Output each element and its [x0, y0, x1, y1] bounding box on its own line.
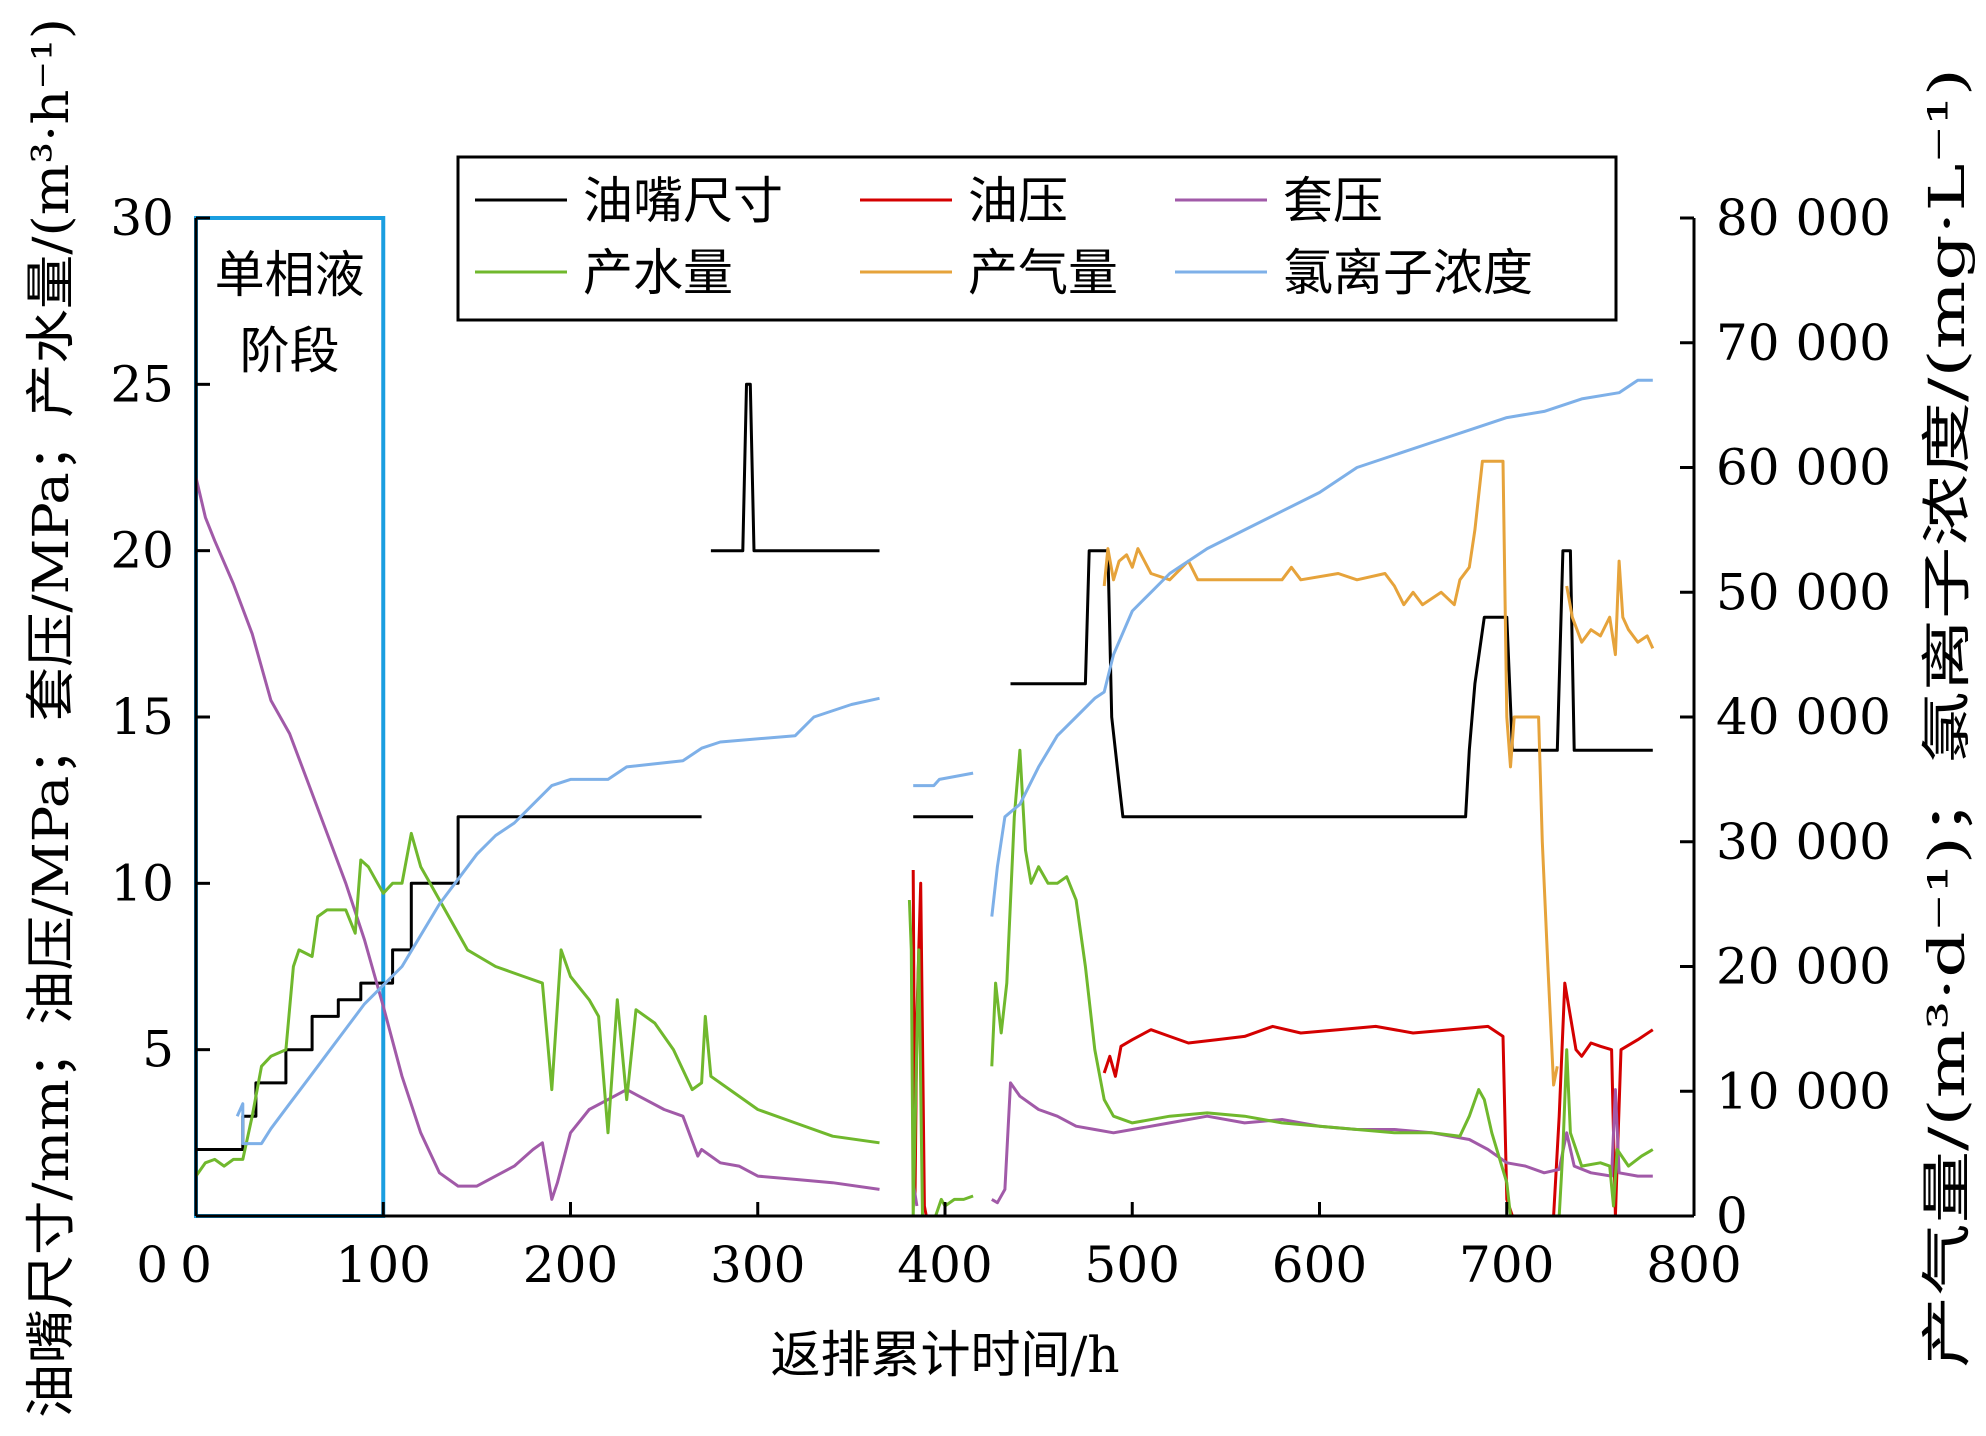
right-y-axis-ticks: 0 10 000 20 000 30 000 40 000 50 000 60 000 70 …: [1680, 189, 1891, 1245]
right-y-tick-label: 80 000: [1716, 189, 1891, 247]
right-y-tick-label: 10 000: [1716, 1062, 1891, 1120]
x-axis-ticks: 0 100 200 300 400 500 600 700 800: [180, 1202, 1742, 1294]
origin-zero-label: 0: [136, 1236, 168, 1294]
series-6-segment-3: [990, 378, 1653, 917]
x-tick-label: 600: [1272, 1236, 1367, 1294]
series-3-segment-1: [194, 477, 880, 1201]
left-y-tick-label: 10: [110, 854, 174, 912]
x-tick-label: 200: [523, 1236, 618, 1294]
left-y-axis-title: 油嘴尺寸/mm；油压/MPa；套压/MPa；产水量/(m³·h⁻¹): [22, 18, 80, 1418]
left-y-tick-label: 5: [142, 1021, 174, 1079]
legend-label: 套压: [1283, 172, 1383, 230]
x-tick-label: 0: [180, 1236, 212, 1294]
x-tick-label: 700: [1459, 1236, 1554, 1294]
legend-item: 氯离子浓度: [1175, 244, 1533, 302]
x-tick-label: 500: [1085, 1236, 1180, 1294]
series-1: [196, 382, 1653, 1151]
right-y-tick-label: 20 000: [1716, 938, 1891, 996]
legend-label: 油压: [968, 172, 1068, 230]
series-3-segment-3: [991, 1081, 1653, 1205]
legend-label: 产气量: [968, 244, 1118, 302]
axes: [194, 218, 1696, 1218]
right-y-tick-label: 50 000: [1716, 563, 1891, 621]
legend-item: 产气量: [860, 244, 1118, 302]
series-1-segment-4: [1010, 549, 1653, 819]
stage-label-line1: 单相液: [215, 246, 365, 304]
legend-label: 氯离子浓度: [1283, 244, 1533, 302]
left-y-tick-label: 30: [110, 189, 174, 247]
legend-item: 套压: [1175, 172, 1383, 230]
x-tick-label: 300: [710, 1236, 805, 1294]
left-y-axis-ticks: 0 5 10 15 20 25 30: [110, 189, 210, 1294]
series-5-segment-2: [1565, 559, 1655, 657]
legend-item: 产水量: [475, 244, 733, 302]
right-y-axis-title: 产气量/(m³·d⁻¹)；氯离子浓度/(mg·L⁻¹): [1918, 68, 1976, 1368]
single-phase-liquid-stage-box: 单相液 阶段: [194, 216, 386, 1218]
series-5-segment-1: [1102, 459, 1559, 1087]
left-y-tick-label: 25: [110, 355, 174, 413]
x-axis-title: 返排累计时间/h: [770, 1326, 1119, 1384]
series-4-segment-3: [990, 748, 1654, 1218]
series-6-segment-1: [235, 696, 880, 1146]
legend-item: 油嘴尺寸: [475, 172, 783, 230]
series-6-segment-2: [913, 771, 974, 788]
stage-label-line2: 阶段: [240, 322, 340, 380]
series-6: [235, 378, 1653, 1146]
series-layer: [194, 378, 1655, 1218]
x-tick-label: 400: [897, 1236, 992, 1294]
right-y-tick-label: 60 000: [1716, 439, 1891, 497]
series-1-segment-2: [710, 382, 880, 553]
left-y-tick-label: 15: [110, 688, 174, 746]
left-y-tick-label: 20: [110, 522, 174, 580]
right-y-tick-label: 0: [1716, 1187, 1748, 1245]
x-tick-label: 100: [336, 1236, 431, 1294]
legend-frame: [456, 155, 1618, 322]
right-y-tick-label: 70 000: [1716, 314, 1891, 372]
series-2: [911, 869, 1654, 1218]
series-4-segment-1: [194, 831, 880, 1177]
legend-label: 产水量: [583, 244, 733, 302]
x-tick-label: 800: [1646, 1236, 1741, 1294]
series-2-segment-2: [1102, 981, 1654, 1218]
right-y-tick-label: 40 000: [1716, 688, 1891, 746]
series-1-segment-1: [196, 815, 702, 1151]
series-5: [1102, 459, 1655, 1087]
right-y-tick-label: 30 000: [1716, 813, 1891, 871]
legend-item: 油压: [860, 172, 1068, 230]
legend-label: 油嘴尺寸: [583, 172, 783, 230]
